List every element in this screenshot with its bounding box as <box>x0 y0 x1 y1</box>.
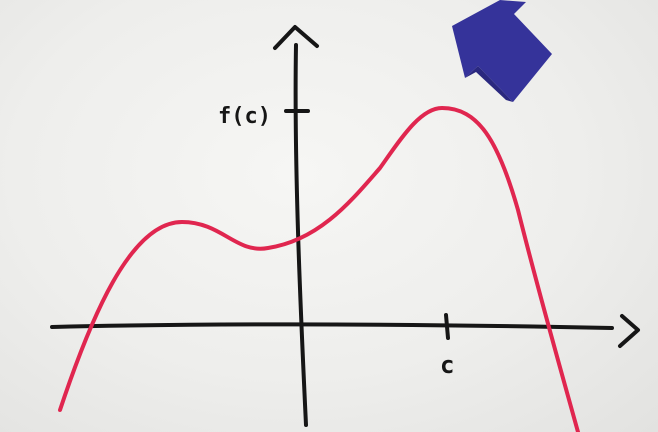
arrow-pointer-shape <box>452 0 552 102</box>
x-axis-arrowhead <box>618 314 640 348</box>
arrow-pointer-icon <box>452 0 552 102</box>
x-tick <box>444 313 450 340</box>
function-curve <box>58 106 580 432</box>
arrow-pointer-shade <box>465 66 513 102</box>
y-axis <box>293 43 308 427</box>
x-axis <box>50 322 614 330</box>
y-axis-arrowhead <box>273 25 319 50</box>
y-marker-label: f(c) <box>218 104 271 129</box>
x-marker-label: c <box>440 351 454 379</box>
